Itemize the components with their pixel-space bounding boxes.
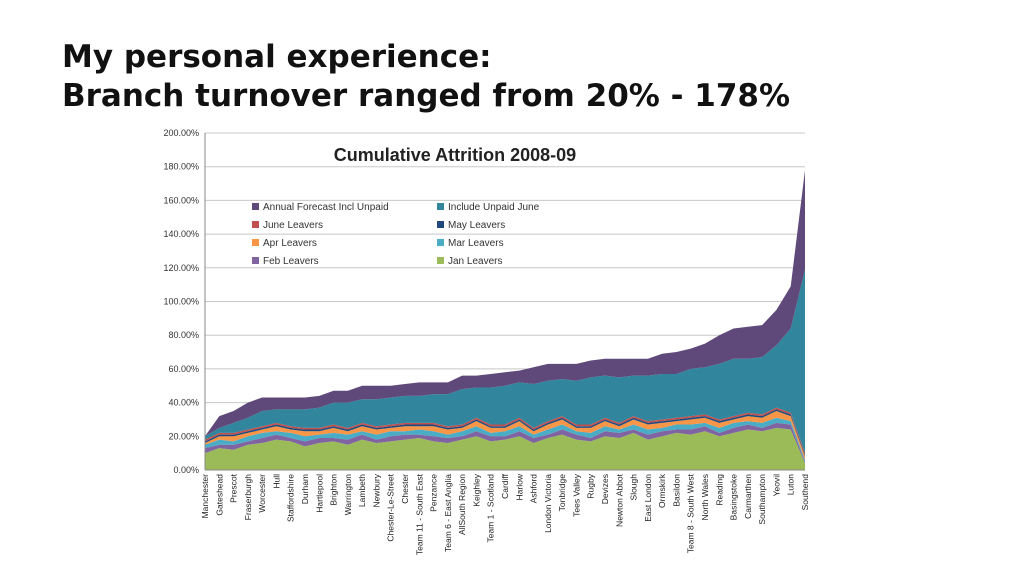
x-tick-label: Lambeth	[357, 474, 367, 507]
x-tick-label: Ashford	[529, 474, 539, 504]
x-tick-label: Prescot	[229, 473, 239, 502]
x-tick-label: Southend	[800, 474, 810, 511]
x-tick-label: Hull	[271, 474, 281, 489]
slide-title-line1: My personal experience:	[62, 39, 492, 75]
x-tick-label: Worcester	[257, 474, 267, 513]
stacked-areas	[205, 170, 805, 470]
legend-label: Apr Leavers	[263, 238, 317, 249]
x-tick-label: Manchester	[200, 474, 210, 519]
x-tick-label: Tees Valley	[571, 473, 581, 517]
x-tick-label: Keighley	[471, 473, 481, 506]
x-tick-label: Team 11 - South East	[414, 473, 424, 555]
legend: Annual Forecast Incl Unpaid Include Unpai…	[252, 202, 540, 267]
legend-swatch	[437, 203, 444, 210]
x-tick-label: Luton	[786, 474, 796, 496]
legend-label: Mar Leavers	[448, 238, 504, 249]
y-tick-label: 140.00%	[163, 229, 199, 239]
y-tick-label: 40.00%	[168, 398, 199, 408]
x-tick-label: Newton Abbot	[614, 473, 624, 527]
y-tick-label: 120.00%	[163, 263, 199, 273]
area-series-mar-leavers	[205, 417, 805, 462]
attrition-chart: 0.00% 20.00% 40.00% 60.00% 80.00% 100.00% 120.…	[150, 125, 820, 575]
x-tick-label: London Victoria	[543, 474, 553, 533]
x-tick-label: Devizes	[600, 474, 610, 504]
x-tick-label: Chester-Le-Street	[386, 473, 396, 541]
slide-title: My personal experience: Branch turnover …	[62, 38, 790, 116]
x-tick-label: Tonbridge	[557, 474, 567, 512]
x-tick-label: Brighton	[329, 474, 339, 506]
x-tick-label: Slough	[629, 474, 639, 501]
x-tick-label: Durham	[300, 474, 310, 504]
y-tick-label: 60.00%	[168, 364, 199, 374]
legend-label: Annual Forecast Incl Unpaid	[263, 202, 389, 213]
x-tick-label: Newbury	[371, 473, 381, 507]
legend-swatch	[437, 257, 444, 264]
y-tick-label: 180.00%	[163, 162, 199, 172]
x-tick-label: Warrington	[343, 474, 353, 516]
y-tick-label: 200.00%	[163, 128, 199, 138]
legend-label: Jan Leavers	[448, 256, 502, 267]
x-tick-label: Cardiff	[500, 473, 510, 499]
area-series-include-unpaid-june	[205, 269, 805, 454]
legend-swatch	[252, 203, 259, 210]
x-tick-label: Basildon	[671, 474, 681, 507]
legend-label: June Leavers	[263, 220, 323, 231]
legend-swatch	[252, 257, 259, 264]
x-tick-label: Penzance	[429, 474, 439, 512]
x-tick-label: Carmarthen	[743, 474, 753, 519]
x-tick-label: Basingstoke	[729, 474, 739, 521]
y-tick-label: 160.00%	[163, 195, 199, 205]
legend-label: Feb Leavers	[263, 256, 319, 267]
legend-swatch	[437, 221, 444, 228]
x-tick-label: Rugby	[586, 473, 596, 498]
area-series-annual-forecast-incl-unpaid	[205, 170, 805, 437]
x-tick-label: Ormskirk	[657, 473, 667, 508]
y-tick-labels: 0.00% 20.00% 40.00% 60.00% 80.00% 100.00% 120.…	[163, 128, 199, 475]
x-tick-label: Southampton	[757, 474, 767, 525]
x-tick-label: Fraserburgh	[243, 474, 253, 521]
legend-swatch	[252, 221, 259, 228]
area-series-jan-leavers	[205, 427, 805, 470]
area-series-feb-leavers	[205, 422, 805, 464]
x-tick-label: Team 1 - Scotland	[486, 474, 496, 543]
axes	[204, 133, 805, 471]
legend-label: Include Unpaid June	[448, 202, 540, 213]
y-tick-label: 20.00%	[168, 431, 199, 441]
x-tick-label: Harlow	[514, 473, 524, 500]
x-tick-label: Hartlepool	[314, 474, 324, 513]
slide-title-line2: Branch turnover ranged from 20% - 178%	[62, 78, 791, 114]
x-tick-label: Team 8 - South West	[686, 473, 696, 553]
x-tick-label: AllSouth Region	[457, 474, 467, 535]
x-tick-label: Gateshead	[214, 474, 224, 516]
legend-label: May Leavers	[448, 220, 505, 231]
x-tick-label: East London	[643, 474, 653, 522]
legend-swatch	[437, 239, 444, 246]
x-tick-label: Team 6 - East Anglia	[443, 474, 453, 552]
x-tick-labels: Manchester Gateshead Prescot Fraserburgh Wor…	[200, 473, 810, 555]
x-tick-label: Reading	[714, 474, 724, 506]
x-tick-label: Yeovil	[771, 474, 781, 496]
y-tick-label: 100.00%	[163, 297, 199, 307]
legend-swatch	[252, 239, 259, 246]
x-tick-label: Staffordshire	[286, 474, 296, 522]
x-tick-label: Chester	[400, 474, 410, 504]
y-tick-label: 80.00%	[168, 330, 199, 340]
chart-title: Cumulative Attrition 2008-09	[334, 145, 576, 165]
x-tick-label: North Wales	[700, 474, 710, 520]
y-tick-label: 0.00%	[173, 465, 199, 475]
attrition-chart-svg: 0.00% 20.00% 40.00% 60.00% 80.00% 100.00% 120.…	[163, 128, 810, 555]
